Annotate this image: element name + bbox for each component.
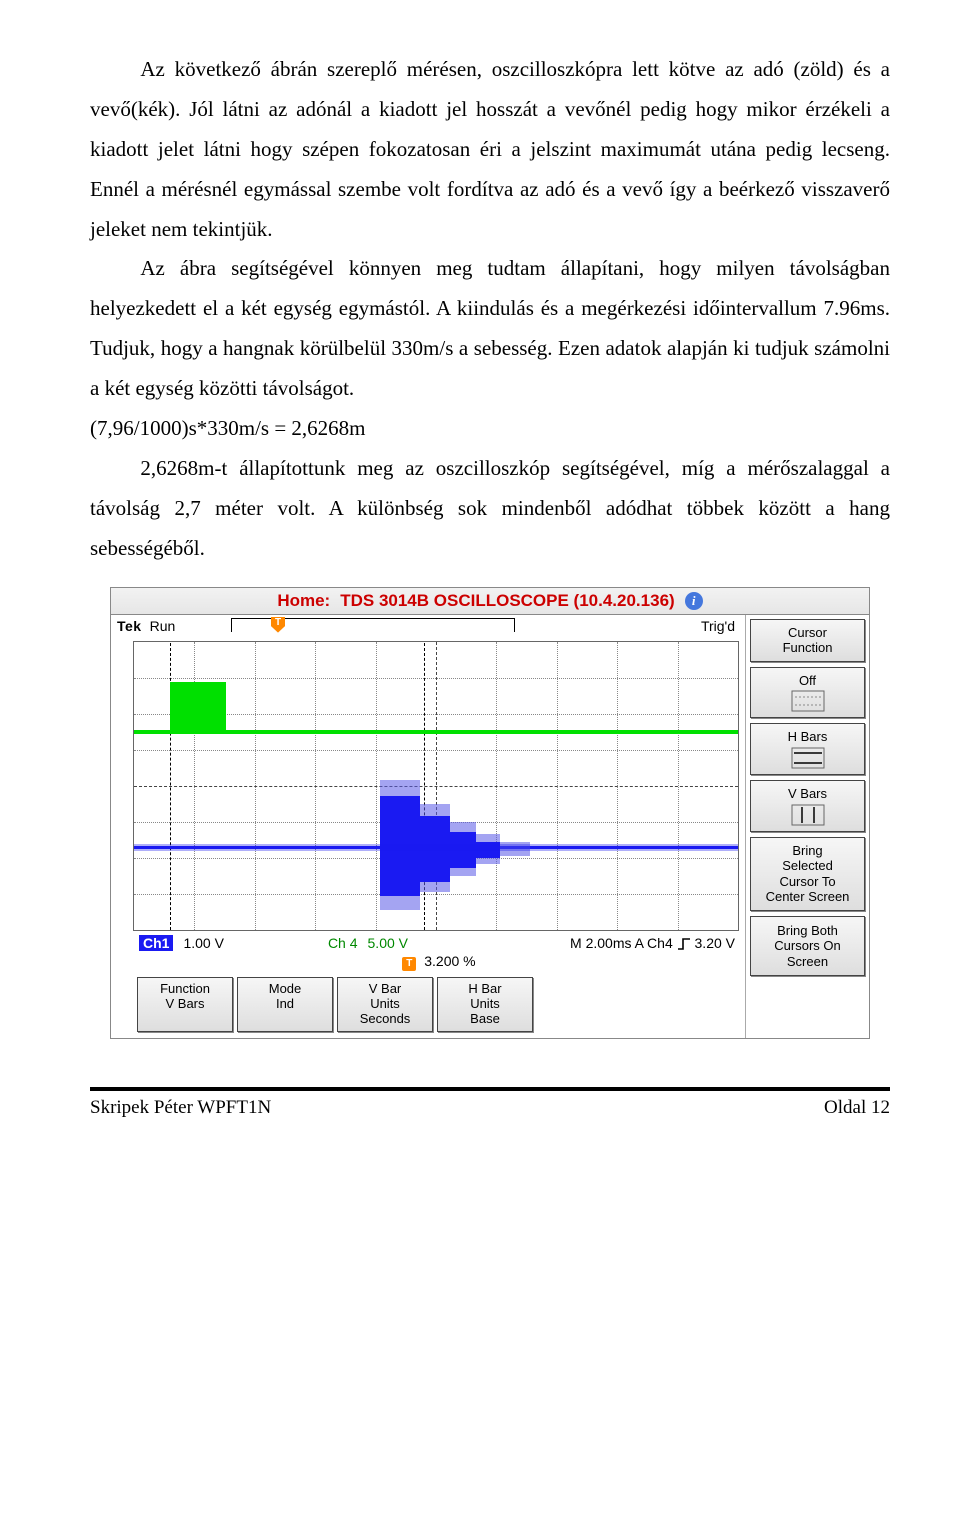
t-badge-icon: T — [402, 957, 416, 971]
scope-main: Tek Run T Trig'd Δ: 7.96ms Δ: — [110, 614, 870, 1039]
scope-title-home: Home: — [277, 591, 330, 611]
menu-hbar-line1: H Bar — [440, 982, 530, 997]
trace-ch4-pulse — [170, 682, 226, 734]
footer-author: Skripek Péter WPFT1N — [90, 1097, 271, 1119]
timebase-text: M 2.00ms A Ch4 — [570, 935, 673, 951]
tek-logo: Tek — [117, 618, 142, 634]
scope-topbar: Tek Run T Trig'd — [111, 615, 745, 637]
side-hbars-button[interactable]: H Bars — [750, 723, 865, 775]
rising-edge-icon — [677, 937, 691, 951]
menu-vbar-line2: Units — [340, 997, 430, 1012]
ch4-label: Ch 4 — [328, 935, 358, 951]
scope-title-main: TDS 3014B OSCILLOSCOPE (10.4.20.136) — [340, 591, 674, 611]
side-off-label: Off — [799, 673, 816, 689]
trigger-level-value: 3.20 V — [695, 935, 735, 951]
side-off-button[interactable]: Off — [750, 667, 865, 719]
hbars-icon — [791, 747, 825, 769]
side-vbars-button[interactable]: V Bars — [750, 780, 865, 832]
menu-mode-line1: Mode — [240, 982, 330, 997]
vcursor-2 — [424, 641, 425, 930]
side-hbars-label: H Bars — [788, 729, 828, 745]
trigd-status: Trig'd — [701, 618, 735, 634]
menu-mode-button[interactable]: Mode Ind — [237, 977, 333, 1032]
off-icon — [791, 690, 825, 712]
vbars-icon — [791, 804, 825, 826]
trigger-position: 3.200 % — [424, 953, 475, 969]
side-title-2: Function — [783, 640, 833, 656]
ch4-scale: 5.00 V — [368, 935, 408, 951]
info-icon: i — [685, 592, 703, 610]
record-bracket-left — [231, 618, 273, 632]
footer-page-number: Oldal 12 — [824, 1097, 890, 1119]
ch1-scale: 1.00 V — [183, 935, 223, 951]
ch1-label-box: Ch1 — [139, 935, 173, 951]
side-bring-both-button[interactable]: Bring Both Cursors On Screen — [750, 916, 865, 976]
menu-vbar-units-button[interactable]: V Bar Units Seconds — [337, 977, 433, 1032]
graticule-area: Tek Run T Trig'd Δ: 7.96ms Δ: — [111, 615, 745, 1038]
record-bracket-right — [285, 618, 515, 632]
trigger-marker-icon: T — [271, 617, 285, 633]
oscilloscope-screenshot: Home: TDS 3014B OSCILLOSCOPE (10.4.20.13… — [90, 587, 890, 1039]
side-bring1-l3: Cursor To — [779, 874, 835, 890]
side-bring1-l1: Bring — [792, 843, 822, 859]
side-bring1-l2: Selected — [782, 858, 833, 874]
side-title-1: Cursor — [788, 625, 827, 641]
menu-function-button[interactable]: Function V Bars — [137, 977, 233, 1032]
menu-function-line1: Function — [140, 982, 230, 997]
waveform-grid: 4 1 — [133, 641, 739, 931]
paragraph-3: 2,6268m-t állapítottunk meg az oszcillos… — [90, 449, 890, 569]
paragraph-1: Az következő ábrán szereplő mérésen, osz… — [90, 50, 890, 249]
side-menu: Cursor Function Off H Bars — [745, 615, 869, 1038]
side-vbars-label: V Bars — [788, 786, 827, 802]
side-title: Cursor Function — [750, 619, 865, 662]
bottom-readouts: Ch1 1.00 V Ch 4 5.00 V M 2.00ms A Ch4 3.… — [111, 931, 745, 973]
menu-function-line2: V Bars — [140, 997, 230, 1012]
side-bring1-l4: Center Screen — [766, 889, 850, 905]
body-text: Az következő ábrán szereplő mérésen, osz… — [90, 50, 890, 569]
equation-line: (7,96/1000)s*330m/s = 2,6268m — [90, 409, 890, 449]
side-bring-selected-button[interactable]: Bring Selected Cursor To Center Screen — [750, 837, 865, 911]
menu-hbar-line3: Base — [440, 1012, 530, 1027]
side-bring2-l2: Cursors On — [774, 938, 840, 954]
page-footer: Skripek Péter WPFT1N Oldal 12 — [0, 1091, 960, 1149]
paragraph-2: Az ábra segítségével könnyen meg tudtam … — [90, 249, 890, 409]
timebase-readout: M 2.00ms A Ch4 3.20 V — [570, 935, 735, 951]
menu-vbar-line3: Seconds — [340, 1012, 430, 1027]
bottom-menu: Function V Bars Mode Ind V Bar Units Sec… — [111, 973, 745, 1038]
menu-vbar-line1: V Bar — [340, 982, 430, 997]
scope-titlebar: Home: TDS 3014B OSCILLOSCOPE (10.4.20.13… — [110, 587, 870, 614]
run-status: Run — [150, 618, 176, 634]
menu-hbar-line2: Units — [440, 997, 530, 1012]
side-bring2-l3: Screen — [787, 954, 828, 970]
menu-mode-line2: Ind — [240, 997, 330, 1012]
side-bring2-l1: Bring Both — [777, 923, 838, 939]
menu-hbar-units-button[interactable]: H Bar Units Base — [437, 977, 533, 1032]
page: Az következő ábrán szereplő mérésen, osz… — [0, 0, 960, 1059]
